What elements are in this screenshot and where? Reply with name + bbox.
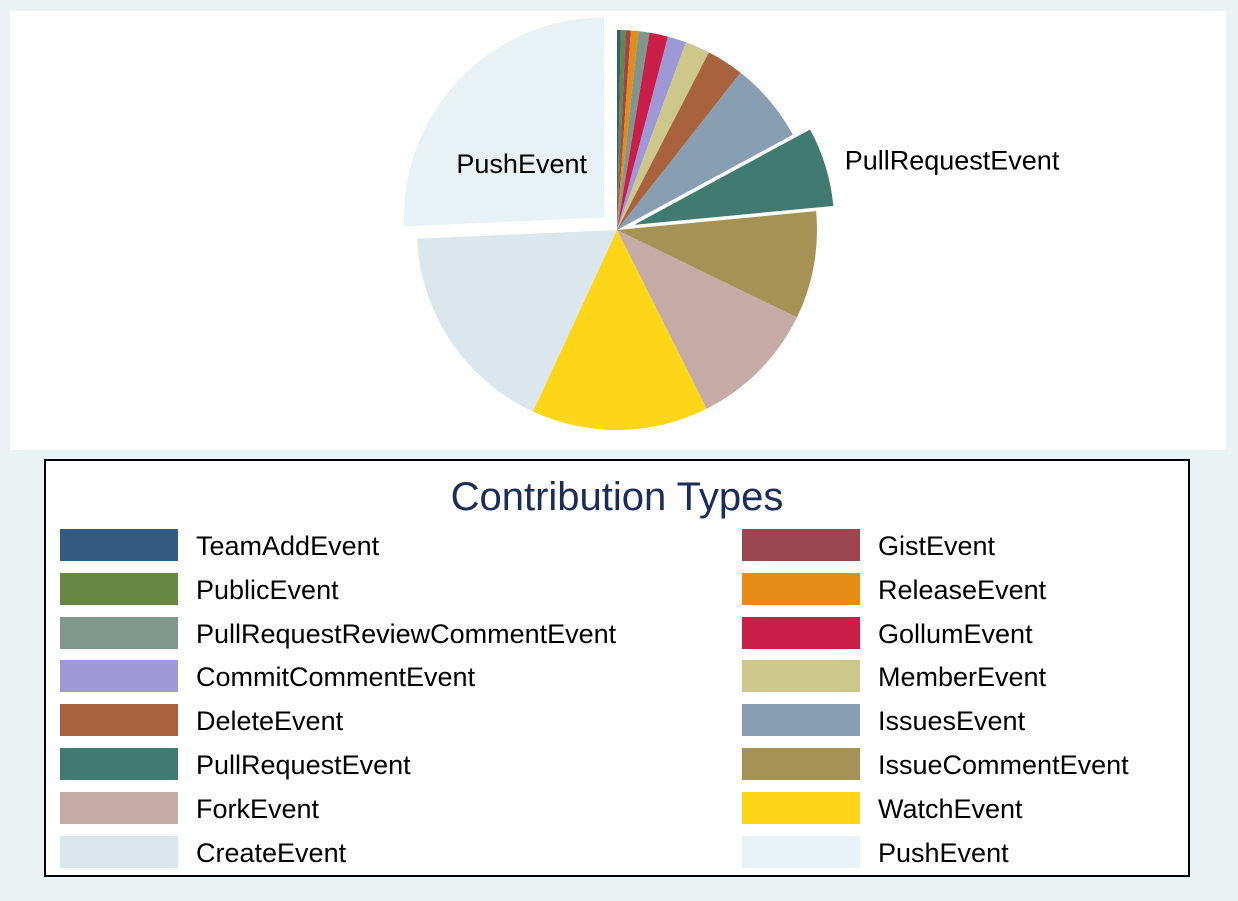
pie-chart: PullRequestEvent PushEvent (403, 17, 1060, 430)
legend-swatch (742, 704, 860, 737)
legend-label: GollumEvent (878, 618, 1033, 649)
legend-swatch (60, 835, 178, 868)
pie-slice-labels: PullRequestEvent PushEvent (456, 146, 1059, 179)
plot-area: PullRequestEvent PushEvent (10, 11, 1226, 450)
pie-slice-fork-event (617, 230, 797, 409)
pie-slice-gollum-event (617, 32, 668, 230)
legend-swatch (60, 616, 178, 649)
legend-label: PullRequestEvent (196, 750, 411, 780)
legend-label: WatchEvent (878, 793, 1023, 824)
legend-swatch (742, 660, 860, 693)
pie-slice-watch-event (532, 230, 707, 430)
legend-label: ReleaseEvent (878, 574, 1047, 605)
legend-swatch (742, 748, 860, 780)
pie-slice-public-event (617, 30, 626, 231)
pie-slice-pull-request-event (634, 129, 834, 225)
legend: Contribution Types TeamAddEvent GistEvent… (44, 459, 1190, 877)
legend-label: PushEvent (878, 837, 1009, 868)
legend-swatch (742, 572, 860, 605)
legend-label: TeamAddEvent (196, 531, 380, 561)
pie-slice-commit-comment-event (617, 36, 686, 230)
legend-label: CommitCommentEvent (196, 662, 476, 693)
pie-slice-issues-event (617, 72, 793, 230)
legend-label: IssuesEvent (878, 706, 1026, 737)
legend-swatch (60, 791, 178, 824)
pie-slice-delete-event (617, 52, 741, 230)
pie-slice-create-event (417, 230, 617, 412)
legend-swatch (742, 529, 860, 561)
pie-slice-member-event (617, 42, 709, 230)
legend-label: IssueCommentEvent (878, 750, 1129, 780)
pie-slice-gist-event (617, 30, 631, 230)
legend-title: Contribution Types (450, 475, 784, 519)
pie-slice-pull-request-review-comment-event (617, 31, 650, 230)
legend-swatch (60, 572, 178, 605)
slice-label-push-event: PushEvent (456, 149, 587, 179)
legend-swatch (742, 835, 860, 868)
pie-slice-push-event (403, 17, 604, 227)
legend-label: PublicEvent (196, 574, 339, 605)
legend-label: ForkEvent (196, 793, 320, 824)
legend-label: GistEvent (878, 531, 996, 561)
legend-label: CreateEvent (196, 837, 347, 868)
legend-swatch (742, 616, 860, 649)
legend-label: DeleteEvent (196, 706, 344, 737)
legend-label: PullRequestReviewCommentEvent (196, 618, 617, 649)
pie-slices (403, 17, 834, 430)
legend-swatch (60, 529, 178, 561)
legend-swatch (742, 791, 860, 824)
legend-swatch (60, 748, 178, 780)
slice-label-pull-request-event: PullRequestEvent (845, 146, 1060, 176)
legend-swatch (60, 704, 178, 737)
pie-slice-team-add-event (617, 30, 621, 230)
legend-label: MemberEvent (878, 662, 1047, 693)
pie-slice-release-event (617, 30, 639, 231)
legend-swatch (60, 660, 178, 693)
pie-slice-issue-comment-event (617, 211, 817, 318)
